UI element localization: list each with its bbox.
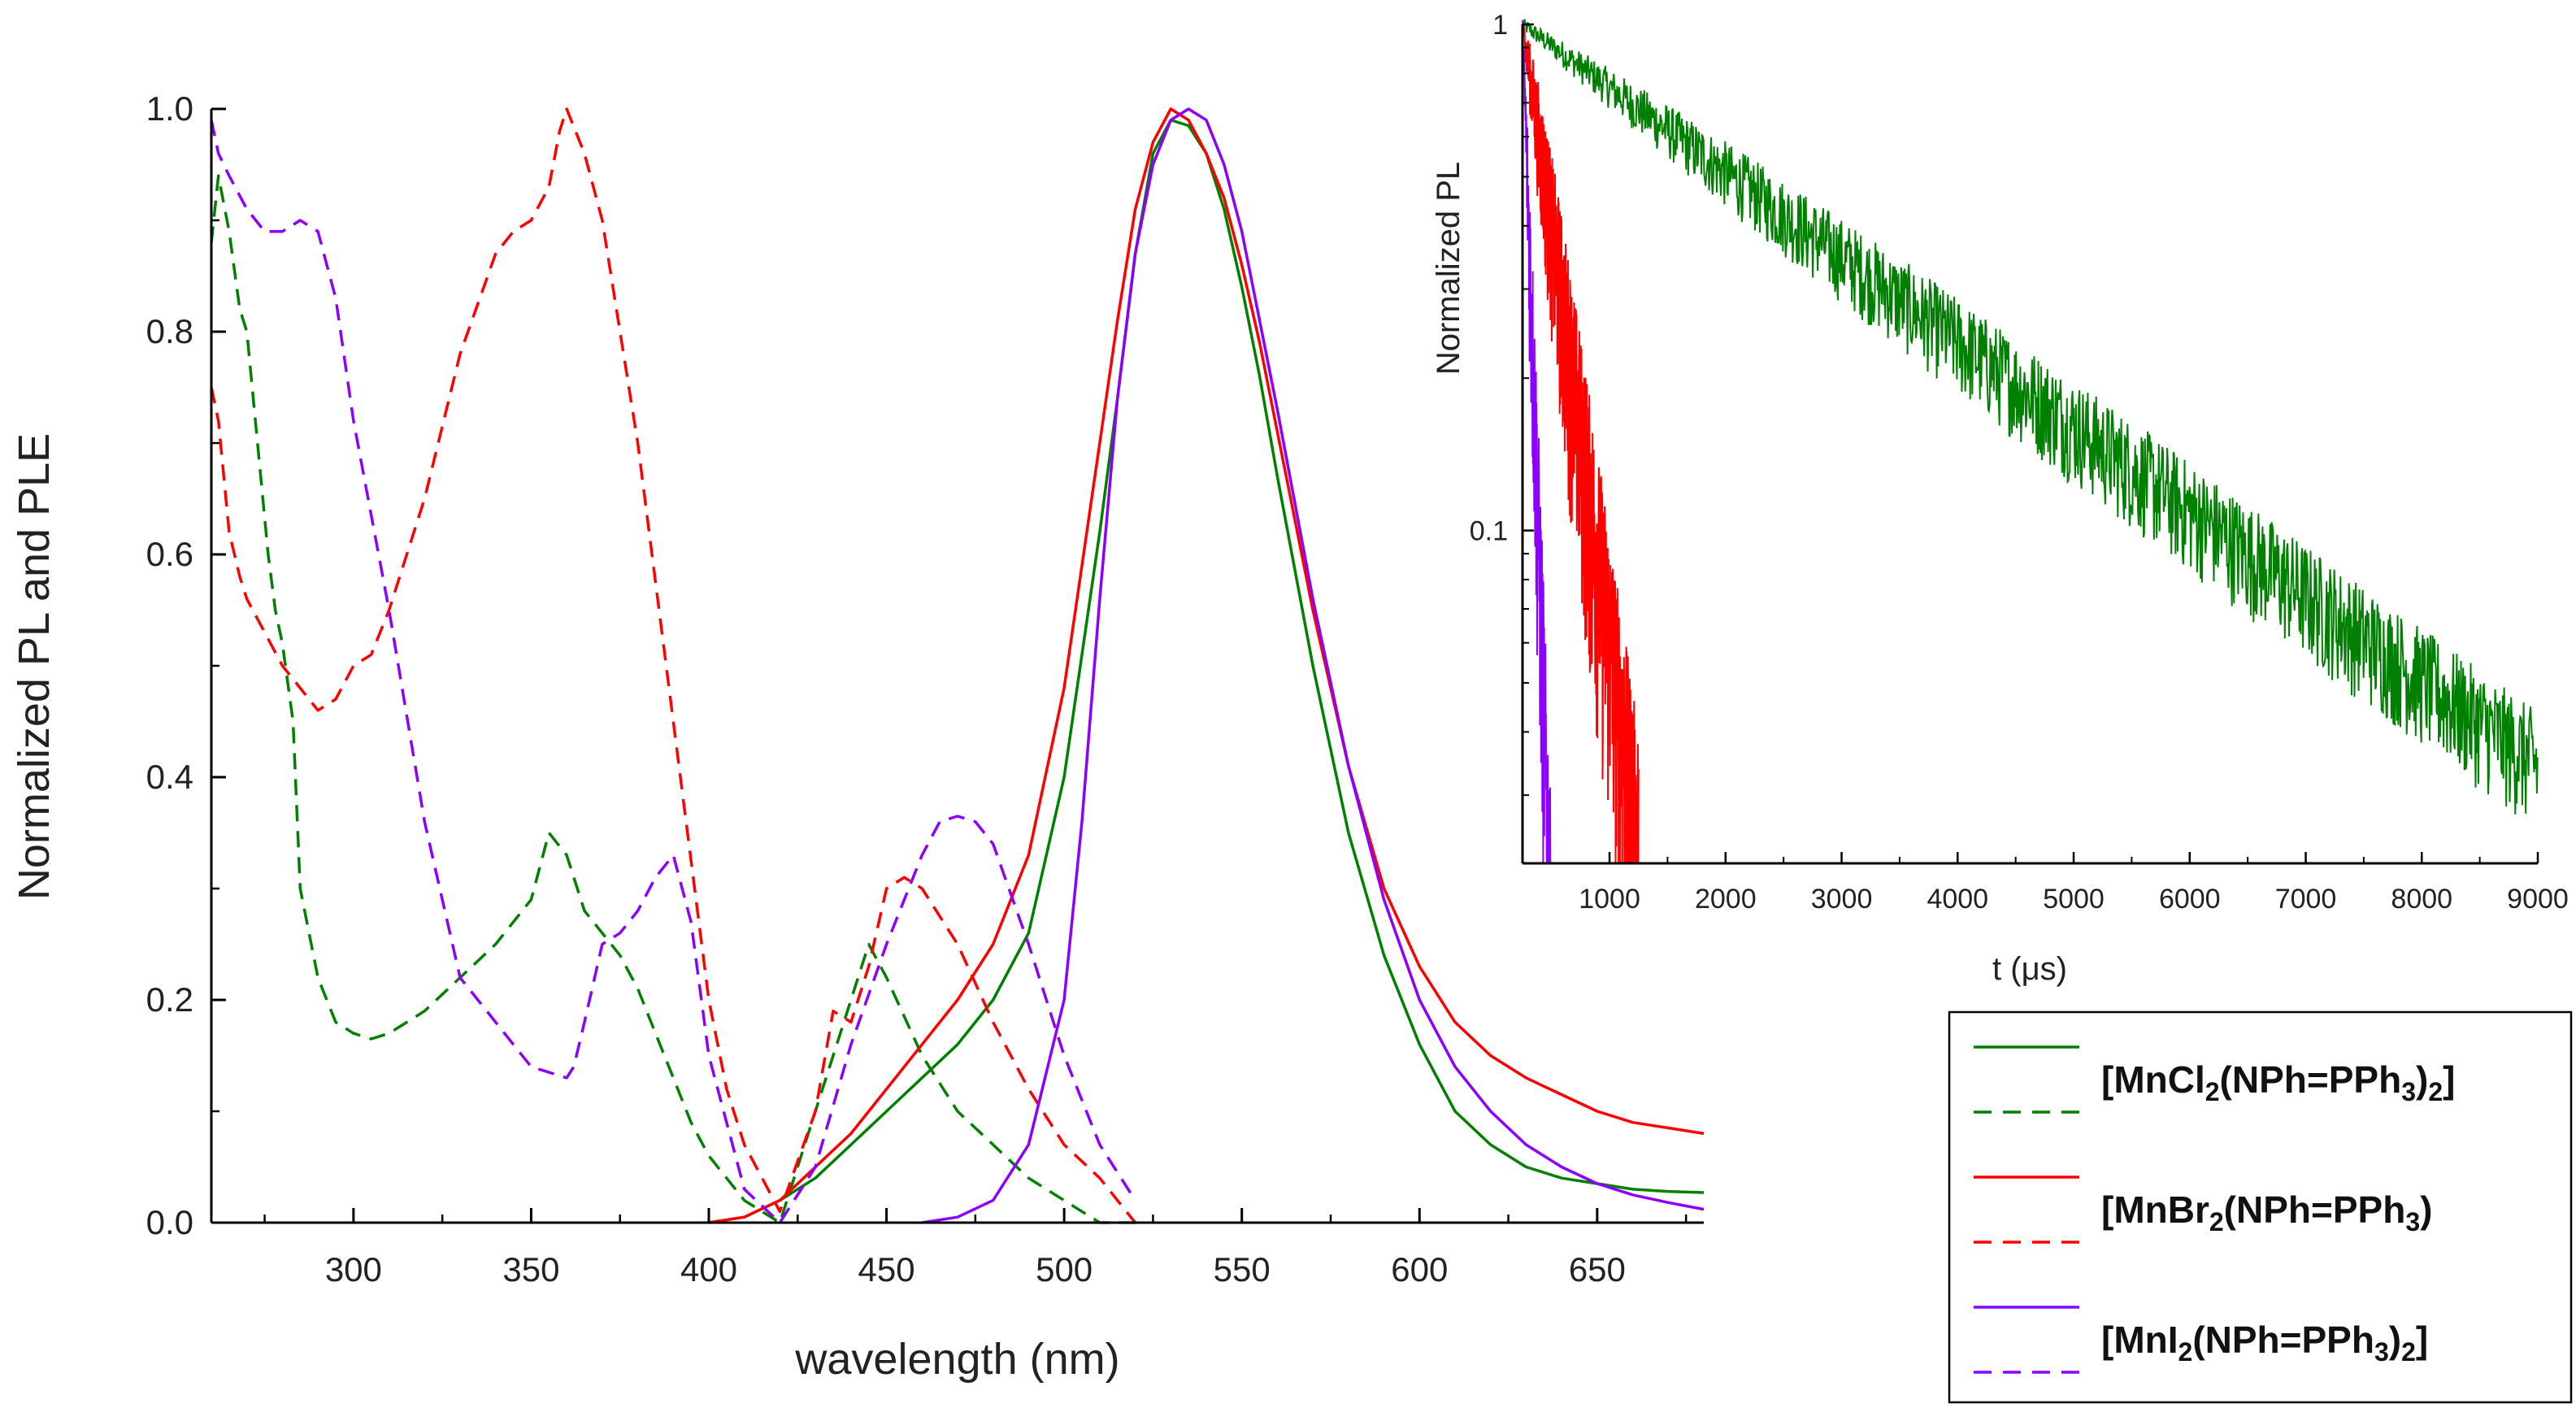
inset-x-tick-label: 1000 xyxy=(1579,884,1640,915)
inset-x-tick-label: 8000 xyxy=(2391,884,2452,915)
main-y-tick-label: 1.0 xyxy=(146,89,193,128)
legend-box xyxy=(1948,1010,2573,1404)
series-line xyxy=(210,107,1136,1224)
inset-x-tick-label: 6000 xyxy=(2159,884,2221,915)
decay-trace xyxy=(1522,20,1552,864)
main-x-tick-label: 300 xyxy=(325,1250,382,1288)
main-y-tick-label: 0.8 xyxy=(146,312,193,350)
legend-label: [MnI2​(NPh=PPh3​)2​] xyxy=(2101,1319,2428,1367)
inset-x-tick-label: 9000 xyxy=(2507,884,2569,915)
inset-x-tick-label: 7000 xyxy=(2275,884,2337,915)
main-x-axis-title: wavelength (nm) xyxy=(794,1335,1119,1384)
main-y-tick-label: 0.0 xyxy=(146,1203,193,1241)
main-x-tick-label: 650 xyxy=(1569,1250,1626,1288)
series-line xyxy=(708,107,1705,1224)
legend-label: [MnCl2​(NPh=PPh3​)2​] xyxy=(2101,1058,2455,1106)
main-x-tick-label: 550 xyxy=(1214,1250,1271,1288)
main-x-tick-label: 600 xyxy=(1391,1250,1448,1288)
inset-chart: 1000 2000 3000 4000 5000 6000 7000 8000 9000 10.… xyxy=(1431,10,2569,987)
main-y-tick-label: 0.6 xyxy=(146,535,193,573)
inset-y-tick-label: 1 xyxy=(1492,10,1508,41)
inset-x-tick-label: 3000 xyxy=(1811,884,1873,915)
main-y-tick-label: 0.4 xyxy=(146,758,193,796)
main-x-tick-label: 350 xyxy=(502,1250,559,1288)
legend: [MnCl2​(NPh=PPh3​)2​] [MnBr2​(NPh=PPh3​) [… xyxy=(1948,1010,2573,1404)
inset-y-axis-title: Normalized PL xyxy=(1431,162,1466,375)
inset-x-ticks: 1000 2000 3000 4000 5000 6000 7000 8000 9000 xyxy=(1579,852,2569,915)
legend-label: [MnBr2​(NPh=PPh3​) xyxy=(2101,1189,2432,1236)
inset-x-tick-label: 5000 xyxy=(2043,884,2105,915)
series-line xyxy=(210,174,1136,1224)
inset-series-group xyxy=(1522,19,2539,864)
inset-x-tick-label: 4000 xyxy=(1927,884,1988,915)
main-x-tick-label: 400 xyxy=(680,1250,737,1288)
main-y-axis-title: Normalized PL and PLE xyxy=(10,433,59,900)
decay-trace xyxy=(1522,22,1640,864)
inset-y-ticks: 10.1 xyxy=(1470,10,1534,797)
decay-trace xyxy=(1522,19,2539,815)
main-chart: 300 350 400 450 500 550 600 650 0.0 0.2 0.4 0.6 0.8… xyxy=(10,89,1705,1384)
main-series-group xyxy=(210,107,1705,1224)
main-y-tick-label: 0.2 xyxy=(146,980,193,1019)
series-line xyxy=(922,107,1705,1224)
inset-x-tick-label: 2000 xyxy=(1695,884,1757,915)
main-y-ticks: 0.0 0.2 0.4 0.6 0.8 1.0 xyxy=(146,89,226,1241)
inset-y-tick-label: 0.1 xyxy=(1470,516,1508,547)
main-x-ticks: 300 350 400 450 500 550 600 650 xyxy=(263,1208,1688,1288)
inset-background xyxy=(1512,23,2538,860)
inset-x-axis-title: t (μs) xyxy=(1992,951,2067,987)
series-line xyxy=(210,120,1137,1224)
legend-items: [MnCl2​(NPh=PPh3​)2​] [MnBr2​(NPh=PPh3​) [… xyxy=(1974,1045,2455,1374)
main-x-tick-label: 500 xyxy=(1036,1250,1093,1288)
main-x-tick-label: 450 xyxy=(858,1250,915,1288)
